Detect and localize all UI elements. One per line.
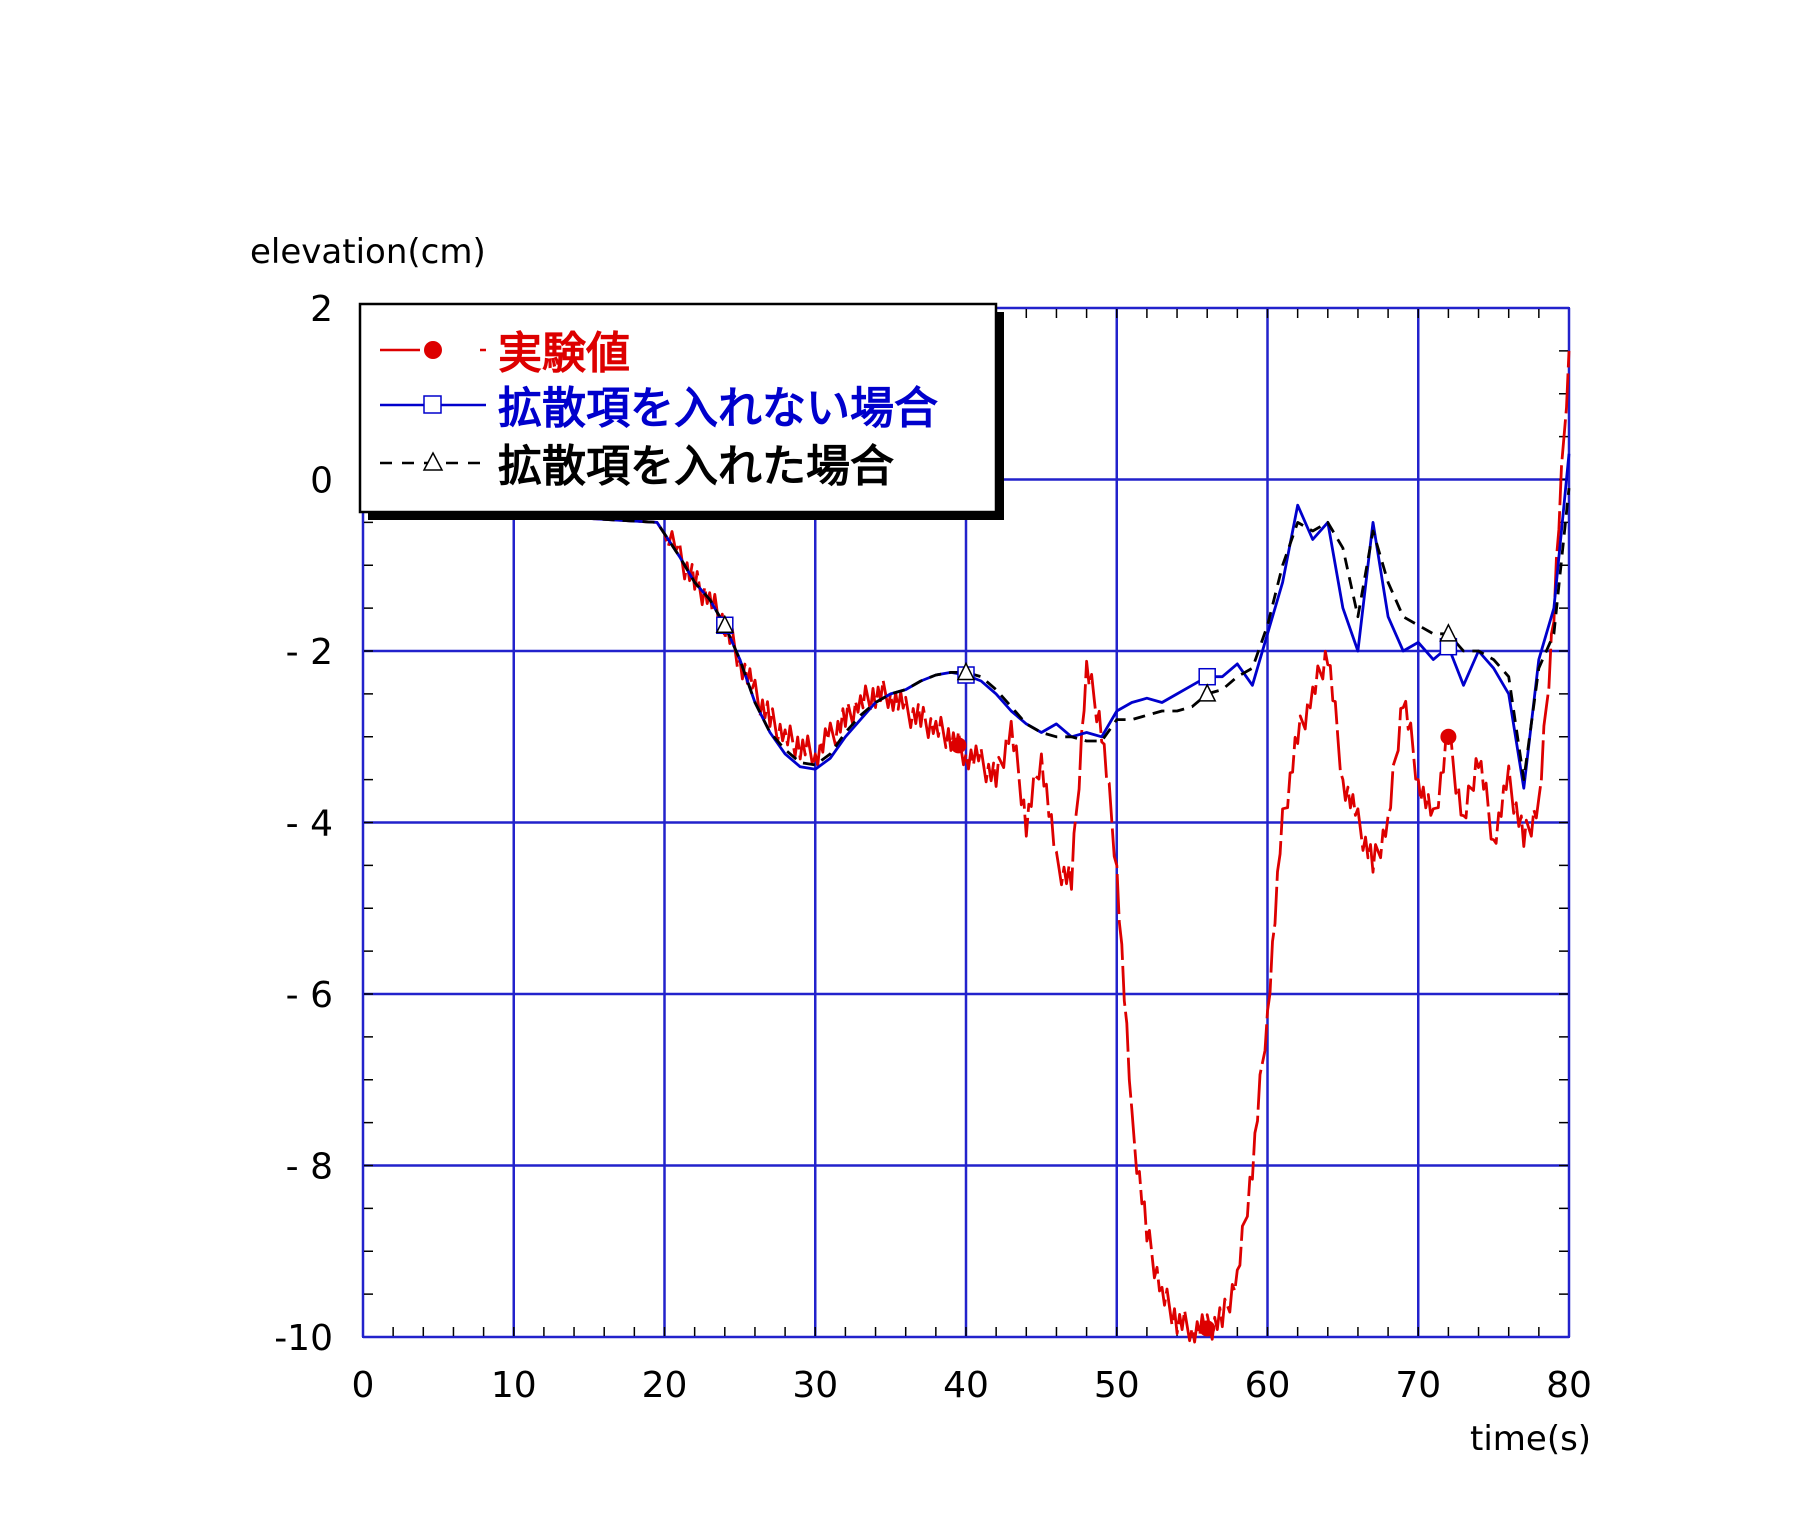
marker-circle xyxy=(950,737,967,754)
x-axis-title: time(s) xyxy=(1470,1419,1591,1459)
x-tick-label: 60 xyxy=(1245,1365,1291,1406)
x-tick-label: 10 xyxy=(491,1365,537,1406)
y-tick-labels: 2 0 - 2 - 4 - 6 - 8 -10 xyxy=(274,289,333,1359)
y-tick-label: 2 xyxy=(310,289,333,330)
x-tick-label: 20 xyxy=(642,1365,688,1406)
legend-label-with-diffusion: 拡散項を入れた場合 xyxy=(498,441,894,492)
marker-triangle xyxy=(715,614,735,634)
y-tick-label: -10 xyxy=(274,1318,333,1359)
y-axis-title: elevation(cm) xyxy=(250,232,486,272)
x-tick-label: 50 xyxy=(1094,1365,1140,1406)
x-tick-label: 40 xyxy=(943,1365,989,1406)
marker-layer xyxy=(715,614,1458,1337)
legend-box xyxy=(358,302,998,514)
legend-label-experiment: 実験値 xyxy=(498,328,630,379)
y-tick-label: - 8 xyxy=(286,1147,333,1188)
legend-entry-experiment: 実験値 xyxy=(380,328,630,379)
marker-triangle xyxy=(1439,623,1458,642)
legend-entry-no-diffusion: 拡散項を入れない場合 xyxy=(380,383,938,434)
legend-marker-no-diffusion xyxy=(423,395,442,414)
legend: 実験値 拡散項を入れない場合 拡散項を入れた場合 xyxy=(358,302,1004,520)
series-layer xyxy=(362,350,1571,1344)
series-line-0 xyxy=(362,350,1571,1344)
x-tick-label: 0 xyxy=(352,1365,375,1406)
series-line-2 xyxy=(362,487,1571,781)
x-tick-label: 70 xyxy=(1395,1365,1441,1406)
y-tick-label: - 2 xyxy=(286,632,333,673)
x-tick-label: 80 xyxy=(1546,1365,1592,1406)
legend-marker-with-diffusion xyxy=(422,451,444,471)
x-tick-label: 30 xyxy=(792,1365,838,1406)
marker-triangle xyxy=(1197,683,1217,702)
marker-square xyxy=(1198,667,1216,686)
marker-circle xyxy=(1440,728,1457,745)
y-tick-label: - 6 xyxy=(286,975,333,1016)
legend-marker-experiment xyxy=(424,341,442,359)
legend-entry-with-diffusion: 拡散項を入れた場合 xyxy=(380,441,894,492)
marker-triangle xyxy=(956,661,976,681)
series-line-1 xyxy=(362,453,1571,790)
x-tick-labels: 0 10 20 30 40 50 60 70 80 xyxy=(352,1365,1592,1406)
y-tick-label: 0 xyxy=(310,461,333,502)
legend-label-no-diffusion: 拡散項を入れない場合 xyxy=(498,383,938,434)
y-tick-label: - 4 xyxy=(286,804,333,845)
marker-circle xyxy=(1199,1320,1216,1337)
